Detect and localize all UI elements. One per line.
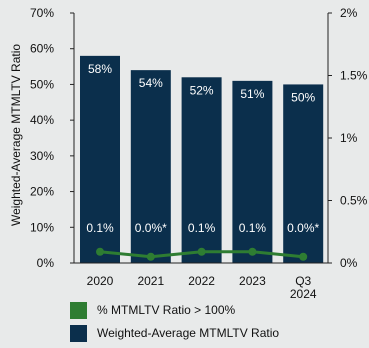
line-point [96,247,104,256]
left-tick-label: 0% [37,256,55,270]
bar-data-label: 51% [240,87,264,101]
bar [130,70,171,264]
x-tick-label: 2024 [290,287,317,301]
bar-data-label: 50% [291,90,315,104]
left-tick-label: 30% [30,149,54,163]
right-y-axis: 0% 0.5% 1% 1.5% 2% [327,6,368,270]
legend-label: Weighted-Average MTMLTV Ratio [97,326,280,340]
line-data-label: 0.1% [188,221,216,235]
legend-item-bar: Weighted-Average MTMLTV Ratio [70,323,279,343]
line-point [299,252,308,261]
left-tick-label: 20% [30,185,54,199]
x-tick-label: Q3 [295,274,311,288]
bar [181,77,222,264]
x-tick-label: 2020 [87,274,114,288]
line-data-label: 0.1% [239,221,267,235]
bar-data-label: 58% [88,62,112,76]
legend-swatch-green [70,301,87,319]
bar-data-label: 54% [139,76,163,90]
line-data-label: 0.0%* [287,221,319,235]
legend-swatch-navy [70,324,87,342]
line-data-label: 0.0%* [135,221,167,235]
legend-label: % MTMLTV Ratio > 100% [97,303,236,317]
line-point [248,247,257,256]
x-tick-label: 2022 [188,274,215,288]
left-tick-label: 10% [30,220,54,234]
bar [232,80,273,263]
bar-data-label: 52% [190,83,214,97]
bar [283,84,324,263]
x-tick-label: 2023 [239,274,266,288]
right-tick-label: 2% [340,6,358,20]
line-point [197,247,206,256]
right-tick-label: 0.5% [340,194,368,208]
left-tick-label: 70% [30,6,54,20]
right-tick-label: 1.5% [340,69,368,83]
left-tick-label: 50% [30,77,54,91]
y-axis-title: Weighted-Average MTMLTV Ratio [9,44,23,226]
legend-item-line: % MTMLTV Ratio > 100% [70,300,235,320]
left-y-axis: 0% 10% 20% 30% 40% 50% 60% 70% [30,6,75,270]
bar [80,55,120,263]
line-point [146,252,155,261]
right-tick-label: 0% [340,256,358,270]
right-tick-label: 1% [340,131,358,145]
left-tick-label: 40% [30,113,54,127]
x-tick-label: 2021 [137,274,164,288]
line-data-label: 0.1% [86,221,114,235]
line-series: 0.1% 0.0%* 0.1% 0.1% 0.0%* [86,221,320,261]
bar-series: 58% 54% 52% 51% 50% [80,55,324,264]
left-tick-label: 60% [30,42,54,56]
